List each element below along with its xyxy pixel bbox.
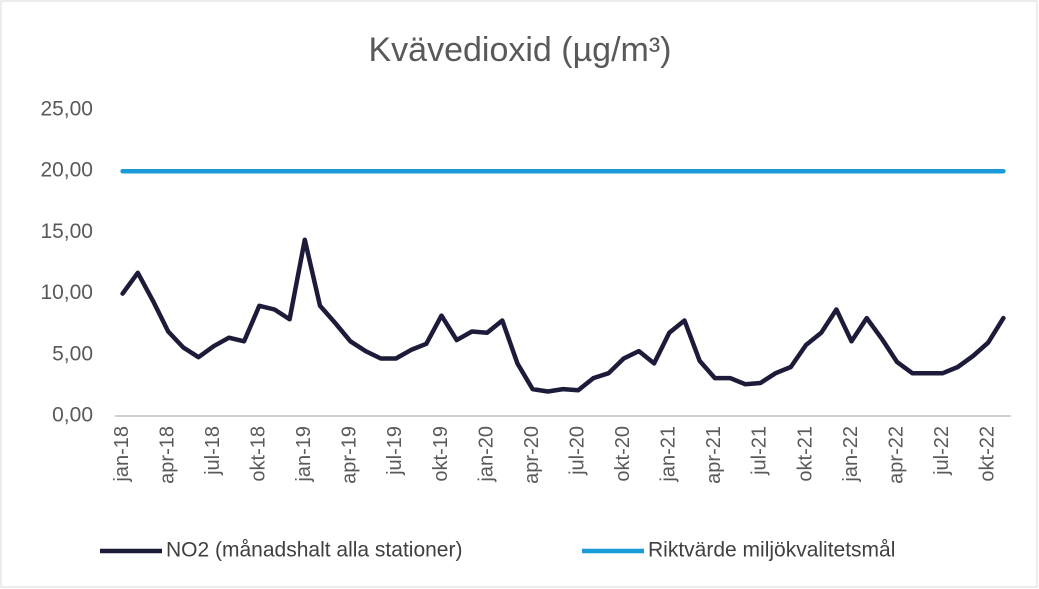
y-tick-label: 15,00 <box>40 220 93 243</box>
x-tick-label: okt-21 <box>794 426 816 482</box>
y-tick-label: 5,00 <box>52 342 93 365</box>
line-series <box>120 237 1006 394</box>
x-tick-label: jul-22 <box>931 426 953 476</box>
x-tick-label: jul-20 <box>566 426 588 476</box>
x-tick-label: jan-21 <box>658 426 680 483</box>
x-tick-label: okt-19 <box>430 426 452 482</box>
x-tick-label: jul-18 <box>202 426 224 476</box>
y-tick-label: 0,00 <box>52 404 93 427</box>
x-tick-label: jul-21 <box>749 426 771 476</box>
x-tick-label: okt-20 <box>612 426 634 482</box>
y-tick-label: 20,00 <box>40 159 93 182</box>
x-tick-label: apr-19 <box>339 426 361 484</box>
x-tick-label: jul-19 <box>384 426 406 476</box>
x-tick-label: apr-18 <box>156 426 178 484</box>
x-tick-label: apr-21 <box>703 426 725 484</box>
chart-title: Kvävedioxid (µg/m³) <box>368 31 671 69</box>
x-tick-label: apr-20 <box>521 426 543 484</box>
x-tick-label: jan-18 <box>111 426 133 483</box>
x-tick-label: jan-19 <box>293 426 315 483</box>
y-tick-label: 10,00 <box>40 281 93 304</box>
y-tick-label: 25,00 <box>40 98 93 121</box>
legend-label: NO2 (månadshalt alla stationer) <box>166 539 462 562</box>
x-tick-label: apr-22 <box>885 426 907 484</box>
x-tick-label: okt-18 <box>248 426 270 482</box>
legend-label: Riktvärde miljökvalitetsmål <box>648 539 895 562</box>
x-tick-label: jan-22 <box>840 426 862 483</box>
x-tick-label: okt-22 <box>977 426 999 482</box>
x-tick-label: jan-20 <box>475 426 497 483</box>
